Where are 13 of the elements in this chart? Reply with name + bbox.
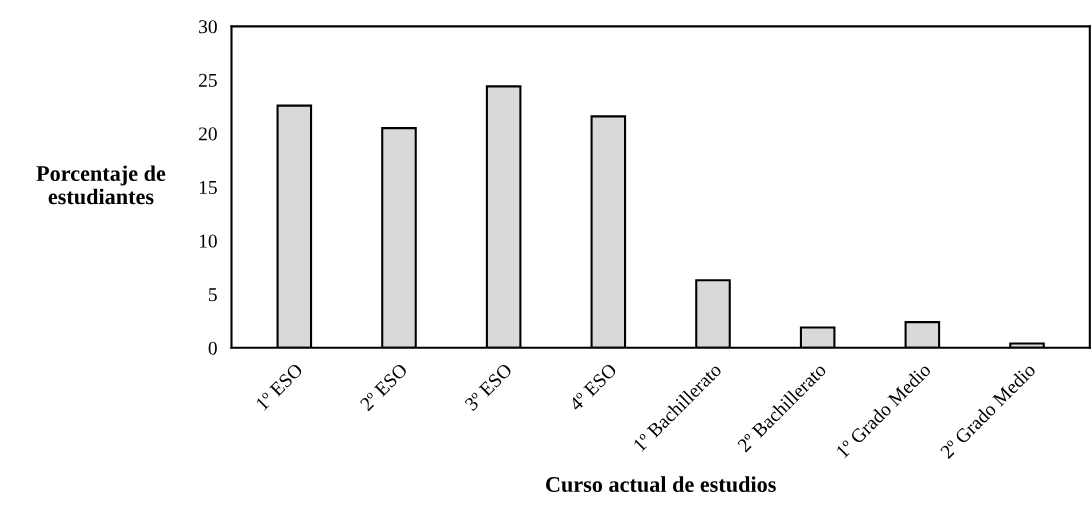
y-axis-title: Porcentaje de estudiantes <box>36 165 166 205</box>
y-tick-label: 0 <box>208 341 217 355</box>
y-tick-label: 5 <box>209 288 217 302</box>
x-axis-title: Curso actual de estudios <box>546 476 776 493</box>
x-tick-label: 4º ESO <box>568 362 618 412</box>
y-tick-label: 30 <box>199 20 217 34</box>
y-tick-label: 15 <box>199 180 217 195</box>
y-tick-label: 20 <box>199 127 217 141</box>
x-tick-label: 2º ESO <box>359 362 409 412</box>
y-tick-label: 25 <box>199 73 217 87</box>
y-tick-label: 10 <box>199 234 217 248</box>
x-tick-label: 1º ESO <box>255 362 304 411</box>
x-tick-label: 3º ESO <box>464 362 513 412</box>
